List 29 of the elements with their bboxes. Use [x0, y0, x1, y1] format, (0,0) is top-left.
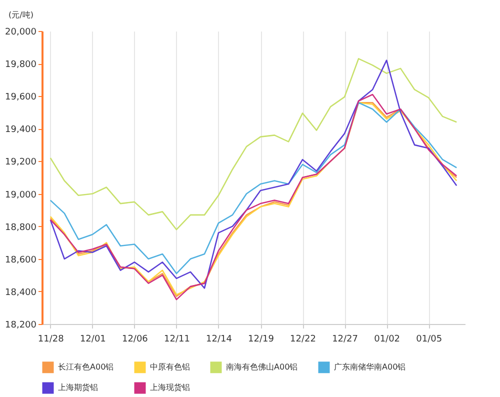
y-tick-label: 19,600 — [5, 92, 37, 103]
y-tick-label: 19,800 — [5, 60, 37, 70]
y-tick-label: 18,400 — [5, 288, 37, 298]
line-series — [50, 60, 458, 289]
legend-label: 中原有色铝 — [150, 362, 190, 372]
x-tick-label: 12/19 — [248, 334, 274, 344]
x-tick-label: 12/06 — [122, 334, 148, 344]
legend-label: 长江有色A00铝 — [58, 362, 114, 372]
y-tick-label: 20,000 — [5, 28, 37, 38]
x-tick-label: 12/27 — [332, 334, 358, 344]
y-tick-label: 18,200 — [5, 320, 37, 330]
y-tick-label: 19,200 — [5, 158, 37, 168]
legend-label: 南海有色佛山A00铝 — [226, 362, 298, 372]
legend-label: 上海现货铝 — [150, 383, 190, 392]
y-axis-title: (元/吨) — [8, 10, 34, 20]
x-tick-label: 11/28 — [38, 334, 64, 344]
y-tick-label: 18,600 — [5, 255, 37, 266]
legend-label: 广东南储华南A00铝 — [334, 362, 406, 372]
x-tick-label: 12/01 — [80, 334, 106, 344]
x-tick-label: 12/14 — [206, 334, 232, 344]
x-tick-label: 01/05 — [416, 334, 442, 344]
x-tick-label: 12/11 — [164, 334, 190, 344]
x-tick-label: 01/02 — [374, 334, 400, 344]
y-tick-label: 19,400 — [5, 125, 37, 136]
y-tick-label: 18,800 — [5, 222, 37, 233]
line-series — [50, 58, 458, 230]
x-tick-label: 12/22 — [290, 334, 316, 344]
legend-label: 上海期货铝 — [58, 383, 98, 392]
y-tick-label: 19,000 — [5, 190, 37, 200]
